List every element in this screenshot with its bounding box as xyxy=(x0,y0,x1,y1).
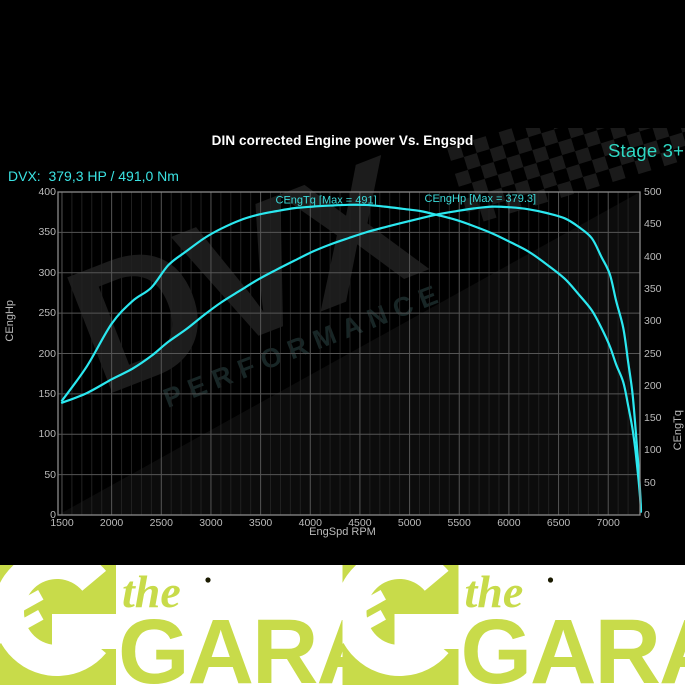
svg-text:CEngHp [Max = 379.3]: CEngHp [Max = 379.3] xyxy=(425,193,537,205)
svg-text:CEngTq [Max = 491]: CEngTq [Max = 491] xyxy=(276,194,377,206)
